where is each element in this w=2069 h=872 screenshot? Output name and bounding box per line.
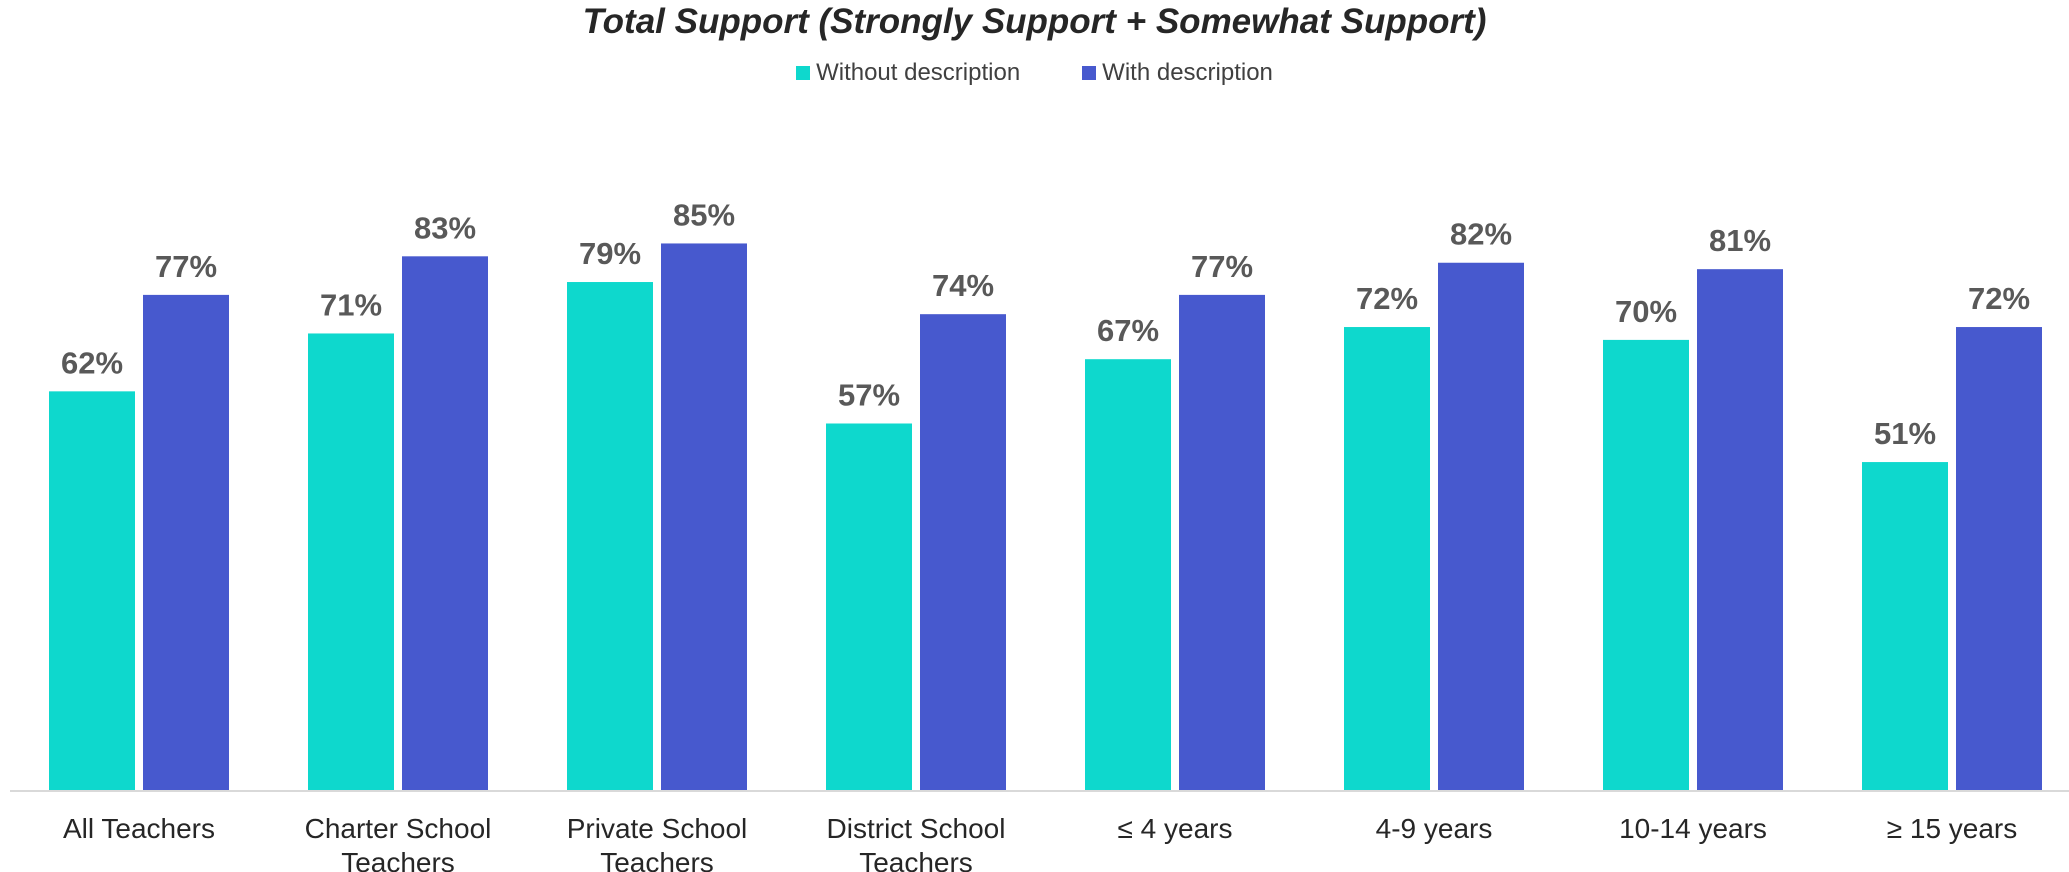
bar-without-description-0 <box>49 391 135 790</box>
legend-label-with-description: With description <box>1102 59 1273 86</box>
category-label-1: Charter School Teachers <box>305 813 492 872</box>
legend-swatch-with-description <box>1082 66 1097 80</box>
bar-with-description-3 <box>920 314 1006 790</box>
category-label-7: ≥ 15 years <box>1887 813 2018 844</box>
legend-swatch-without-description <box>796 66 811 80</box>
legend-label-without-description: Without description <box>816 59 1021 86</box>
data-label-with-description-6: 81% <box>1709 223 1771 258</box>
category-label-4: ≤ 4 years <box>1118 813 1233 844</box>
category-label-5: 4-9 years <box>1376 813 1493 844</box>
bar-without-description-7 <box>1862 462 1948 790</box>
data-label-with-description-0: 77% <box>155 249 217 284</box>
bar-without-description-4 <box>1085 359 1171 790</box>
data-label-without-description-4: 67% <box>1097 313 1159 348</box>
data-label-without-description-7: 51% <box>1874 416 1936 451</box>
data-label-without-description-2: 79% <box>579 236 641 271</box>
legend-item-with-description: With description <box>1082 58 1273 88</box>
legend-item-without-description: Without description <box>796 58 1020 88</box>
category-label-6: 10-14 years <box>1619 813 1767 844</box>
category-label-3: District School Teachers <box>827 813 1006 872</box>
bar-with-description-4 <box>1179 294 1265 790</box>
bar-without-description-6 <box>1603 339 1689 790</box>
data-label-with-description-7: 72% <box>1968 281 2030 316</box>
bar-without-description-3 <box>826 423 912 790</box>
bar-with-description-2 <box>661 243 747 790</box>
data-label-with-description-3: 74% <box>932 268 994 303</box>
legend: Without description With description <box>0 58 2069 88</box>
bar-without-description-5 <box>1344 327 1430 790</box>
bar-with-description-0 <box>143 294 229 790</box>
bar-with-description-6 <box>1697 269 1783 790</box>
data-label-without-description-0: 62% <box>61 345 123 380</box>
bar-with-description-5 <box>1438 262 1524 790</box>
chart-title: Total Support (Strongly Support + Somewh… <box>582 2 1487 41</box>
data-label-without-description-6: 70% <box>1615 294 1677 329</box>
bar-with-description-1 <box>402 256 488 790</box>
category-label-2: Private School Teachers <box>567 813 748 872</box>
data-label-with-description-5: 82% <box>1450 217 1512 252</box>
category-label-0: All Teachers <box>63 813 215 844</box>
bar-without-description-2 <box>567 282 653 790</box>
data-label-with-description-1: 83% <box>414 210 476 245</box>
data-label-without-description-1: 71% <box>320 287 382 322</box>
bar-without-description-1 <box>308 333 394 790</box>
data-label-with-description-4: 77% <box>1191 249 1253 284</box>
data-label-without-description-3: 57% <box>838 377 900 412</box>
bar-with-description-7 <box>1956 327 2042 790</box>
data-label-without-description-5: 72% <box>1356 281 1418 316</box>
data-label-with-description-2: 85% <box>673 197 735 232</box>
